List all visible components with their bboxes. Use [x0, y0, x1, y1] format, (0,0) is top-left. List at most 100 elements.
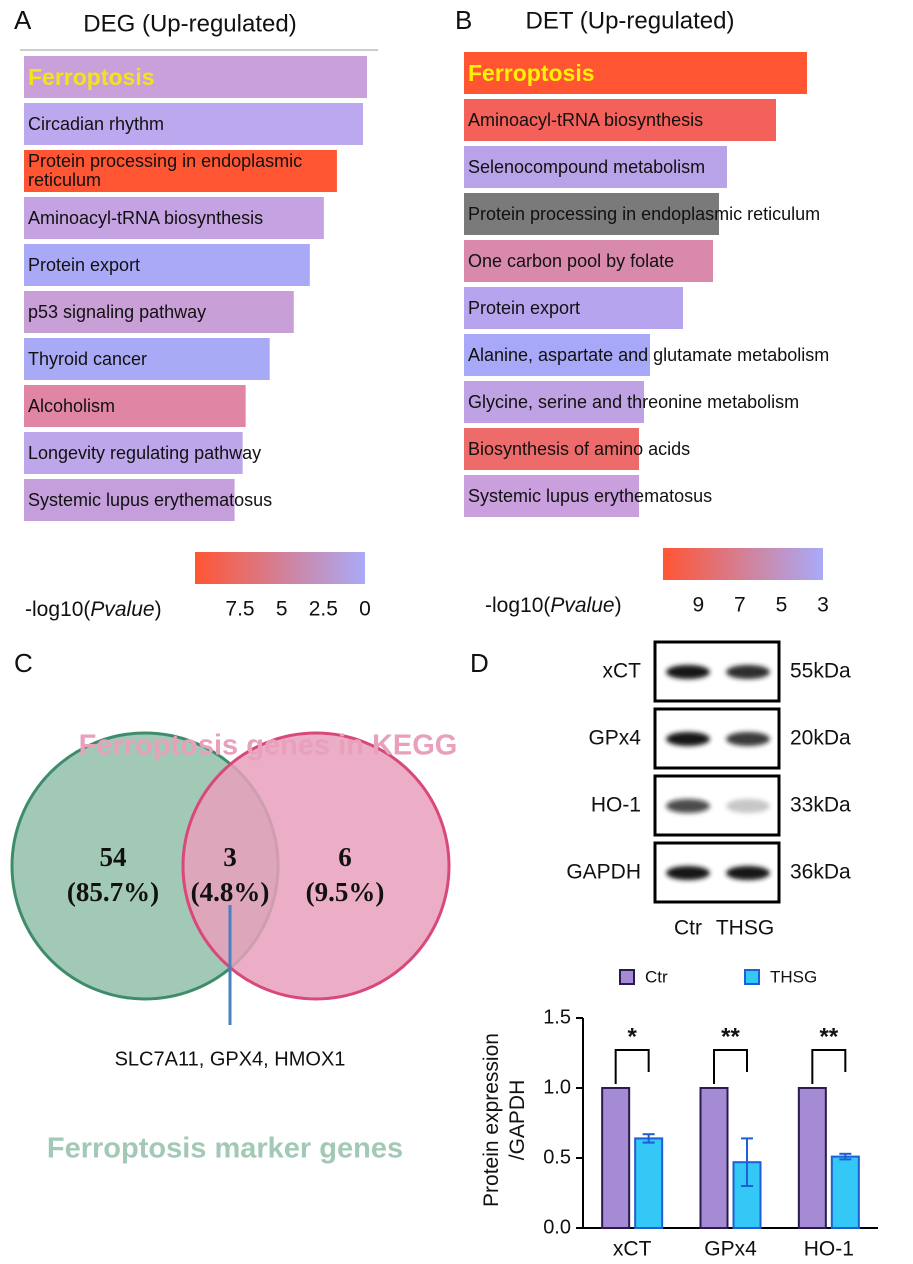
bar	[24, 103, 363, 145]
venn-percent: (4.8%)	[191, 877, 270, 907]
y-axis-label: Protein expression/GAPDH	[480, 1033, 529, 1207]
bar-label: Systemic lupus erythematosus	[28, 489, 273, 510]
bar	[24, 197, 324, 239]
colorbar-tick-label: 5	[776, 594, 788, 617]
bar	[24, 56, 367, 98]
colorbar-tick-label: 3	[817, 594, 829, 617]
chart-title: DEG (Up-regulated)	[83, 10, 296, 37]
protein-label: HO-1	[591, 794, 641, 817]
venn-percent: (9.5%)	[306, 877, 385, 907]
panel-letter: C	[14, 648, 33, 678]
size-label: 55kDa	[790, 660, 851, 683]
bar-label: Thyroid cancer	[28, 348, 148, 369]
venn-count: 3	[223, 842, 237, 872]
bar	[634, 1137, 664, 1230]
annotation: SLC7A11, GPX4, HMOX1	[115, 1048, 346, 1070]
bar	[24, 479, 235, 521]
bar	[24, 385, 246, 427]
y-tick-label: 1.5	[543, 1006, 571, 1028]
bar-label: Protein processing in endoplasmic reticu…	[468, 203, 821, 224]
bar-label: Longevity regulating pathway	[28, 442, 262, 463]
x-tick-label: GPx4	[704, 1238, 757, 1261]
colorbar-label-part: -log10(	[485, 594, 550, 617]
colorbar-label-part: Pvalue	[90, 598, 154, 621]
y-tick-label: 0.0	[543, 1216, 571, 1238]
legend-swatch	[619, 969, 635, 985]
venn-count: 54	[100, 842, 127, 872]
significance-bracket	[811, 1049, 847, 1084]
y-axis-label-line: /GAPDH	[506, 1080, 529, 1161]
bar	[24, 432, 243, 474]
significance-bracket	[713, 1049, 748, 1084]
colorbar-tick-label: 7.5	[225, 598, 254, 621]
blot-band	[726, 866, 770, 880]
bar-label: One carbon pool by folate	[468, 250, 675, 271]
bar-label: Glycine, serine and threonine metabolism	[468, 391, 800, 412]
bar-label: Selenocompound metabolism	[468, 156, 706, 177]
colorbar-tick-label: 9	[692, 594, 704, 617]
error-bar	[642, 1133, 655, 1144]
legend-label: THSG	[770, 967, 817, 986]
legend-swatch	[744, 969, 760, 985]
bar	[830, 1155, 860, 1229]
significance-label: **	[721, 1023, 740, 1050]
bar-label: Aminoacyl-tRNA biosynthesis	[468, 109, 704, 130]
bar	[464, 240, 713, 282]
blot-band	[666, 866, 710, 880]
colorbar-label-part: -log10(	[25, 598, 90, 621]
colorbar	[195, 552, 365, 584]
legend-label: Ctr	[645, 967, 668, 986]
colorbar-label: -log10(Pvalue)	[25, 598, 162, 621]
colorbar-tick-label: 7	[734, 594, 746, 617]
bar-label: Systemic lupus erythematosus	[468, 485, 713, 506]
blot-band	[666, 799, 710, 813]
bar-label: Alanine, aspartate and glutamate metabol…	[468, 344, 830, 365]
colorbar-label-part: )	[155, 598, 162, 621]
significance-label: **	[819, 1023, 838, 1050]
blot-band	[666, 665, 710, 679]
size-label: 33kDa	[790, 794, 851, 817]
bar-label: Protein export	[468, 297, 581, 318]
bar	[24, 291, 294, 333]
bar	[24, 150, 337, 192]
blot-band	[726, 799, 770, 813]
bar	[464, 193, 719, 235]
venn-set	[181, 731, 451, 1001]
venn-set-label: Ferroptosis marker genes	[47, 1133, 403, 1165]
blot-band	[666, 732, 710, 746]
x-tick-label: xCT	[613, 1238, 652, 1261]
bar	[464, 428, 639, 470]
venn-set-label: Ferroptosis genes in KEGG	[79, 730, 458, 762]
bar-label: Ferroptosis	[28, 63, 155, 90]
blot-band	[726, 732, 770, 746]
x-tick-label: HO-1	[804, 1238, 854, 1261]
bar-label: Ferroptosis	[468, 59, 595, 86]
colorbar-tick-label: 0	[359, 598, 371, 621]
significance-bracket	[614, 1049, 650, 1084]
panel-letter: A	[14, 5, 32, 35]
significance-label: *	[627, 1023, 637, 1050]
bar-label: Alcoholism	[28, 395, 116, 416]
lane-label: THSG	[716, 917, 774, 940]
bar-label: Aminoacyl-tRNA biosynthesis	[28, 207, 264, 228]
venn-percent: (85.7%)	[67, 877, 159, 907]
bar	[464, 334, 650, 376]
panel-letter: D	[470, 648, 489, 678]
bar-label: Protein export	[28, 254, 141, 275]
panel-letter: B	[455, 5, 472, 35]
bar-label: Circadian rhythm	[28, 113, 165, 134]
bar	[797, 1087, 827, 1229]
colorbar-tick-label: 5	[276, 598, 288, 621]
colorbar-label-part: Pvalue	[550, 594, 614, 617]
bar	[464, 475, 639, 517]
bar	[464, 146, 727, 188]
bar	[464, 381, 644, 423]
bar	[24, 338, 270, 380]
bar-label: Biosynthesis of amino acids	[468, 438, 691, 459]
error-bar	[839, 1152, 852, 1161]
chart-title: DET (Up-regulated)	[526, 7, 735, 34]
bar	[24, 244, 310, 286]
venn-count: 6	[338, 842, 352, 872]
